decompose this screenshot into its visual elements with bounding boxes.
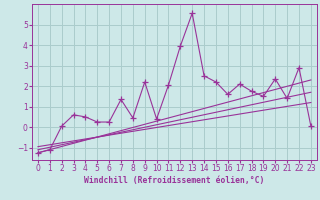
X-axis label: Windchill (Refroidissement éolien,°C): Windchill (Refroidissement éolien,°C) <box>84 176 265 185</box>
